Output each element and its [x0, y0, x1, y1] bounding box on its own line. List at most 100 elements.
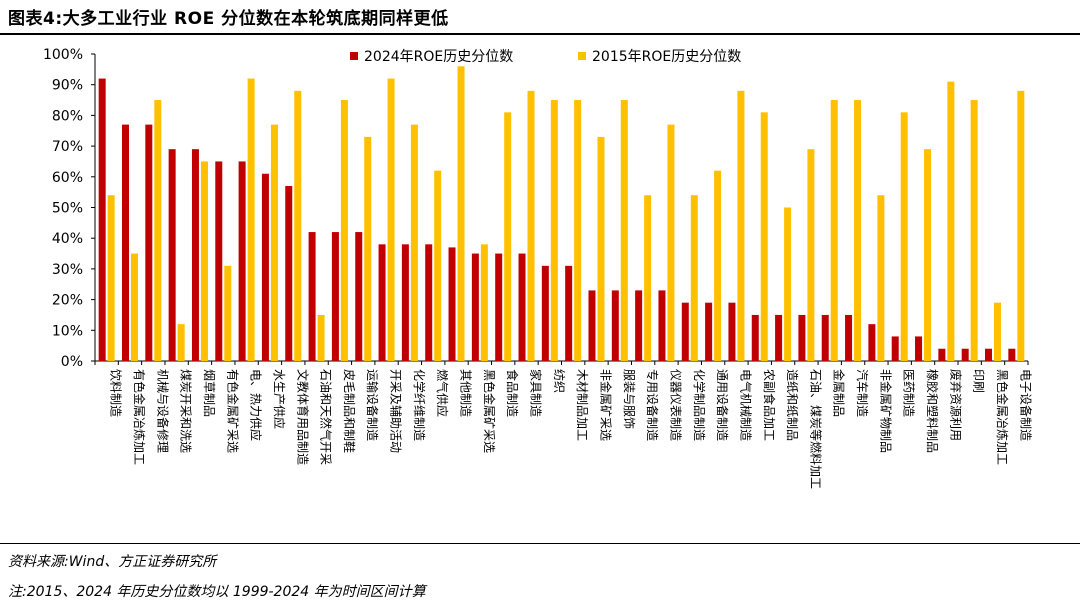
bar-2024 [98, 78, 106, 361]
x-tick-label: 农副食品加工 [762, 369, 777, 441]
x-tick-label: 服装与服饰 [622, 369, 636, 429]
bar-2024 [961, 348, 969, 361]
bar-2015 [550, 100, 558, 362]
x-tick-label: 橡胶和塑料制品 [925, 369, 940, 453]
x-tick-label: 燃气供应 [435, 369, 450, 417]
bar-2024 [1008, 348, 1016, 361]
bar-2024 [425, 244, 433, 361]
bar-2024 [985, 348, 993, 361]
x-tick-label: 专用设备制造 [645, 369, 660, 441]
top-rule [0, 33, 1080, 35]
bar-2024 [238, 161, 246, 361]
bar-2015 [807, 149, 815, 361]
figure-title: 图表4:大多工业行业 ROE 分位数在本轮筑底期同样更低 [8, 9, 449, 29]
legend-label-2015: 2015年ROE历史分位数 [592, 49, 741, 65]
x-tick-label: 皮毛制品和制鞋 [342, 369, 357, 453]
bar-2015 [200, 161, 208, 361]
bar-2024 [191, 149, 199, 361]
y-tick-label: 20% [52, 293, 83, 309]
bar-2024 [541, 265, 549, 361]
bar-2024 [378, 244, 386, 361]
y-axis: 0% 10% 20% 30% 40% 50% 60% 70% 80% 90% 100% [43, 47, 1029, 370]
bar-2015 [294, 90, 302, 361]
x-tick-label: 电子设备制造 [1018, 369, 1032, 441]
x-tick-label: 石油和天然气开采 [319, 369, 334, 465]
x-tick-label: 木材制品加工 [575, 369, 589, 441]
bar-2015 [597, 136, 605, 361]
footnote: 注:2015、2024 年历史分位数均以 1999-2024 年为时间区间计算 [8, 584, 426, 600]
legend-label-2024: 2024年ROE历史分位数 [364, 49, 513, 65]
bar-2024 [845, 314, 853, 361]
bar-2015 [270, 124, 278, 361]
bar-2015 [340, 100, 348, 362]
bar-2015 [480, 244, 488, 361]
x-tick-label: 有色金属矿采选 [225, 369, 240, 453]
bar-2024 [285, 186, 293, 361]
bar-2015 [830, 100, 838, 362]
legend-swatch-2024 [350, 52, 358, 60]
x-tick-label: 非金属矿采选 [598, 369, 613, 441]
x-tick-label: 有色金属冶炼加工 [132, 369, 147, 465]
y-tick-label: 100% [43, 47, 83, 63]
bottom-rule [0, 543, 1080, 544]
bar-series [98, 66, 1025, 362]
y-tick-label: 80% [52, 108, 83, 124]
bar-2024 [915, 336, 923, 361]
x-tick-label: 电、热力供应 [249, 369, 264, 441]
bar-2024 [868, 324, 876, 361]
bar-2015 [247, 78, 255, 361]
x-tick-label: 化学制品制造 [692, 369, 707, 441]
bar-2015 [784, 207, 792, 361]
bar-2015 [177, 324, 185, 361]
bar-2024 [611, 290, 619, 361]
bar-2024 [308, 232, 316, 361]
x-tick-label: 非金属矿物制品 [878, 369, 893, 453]
x-tick-label: 医药制造 [902, 369, 916, 417]
bar-2015 [620, 100, 628, 362]
x-tick-label: 电气机械制造 [738, 369, 753, 441]
bar-2024 [261, 173, 269, 361]
bar-2015 [854, 100, 862, 362]
bar-2024 [355, 232, 363, 361]
bar-2015 [714, 170, 722, 361]
bar-2024 [121, 124, 129, 361]
bar-2015 [107, 195, 115, 361]
x-tick-label: 纺织 [552, 369, 566, 393]
bar-2024 [215, 161, 223, 361]
source-note: 资料来源:Wind、方正证券研究所 [8, 554, 217, 570]
bar-2024 [518, 253, 526, 361]
x-tick-label: 其他制造 [459, 369, 473, 417]
bar-2015 [667, 124, 675, 361]
x-tick-label: 通用设备制造 [715, 369, 729, 441]
x-tick-label: 黑色金属冶炼加工 [995, 369, 1010, 465]
bar-chart: 0%10%20%30%40%50%60%70%80%90%100% 饮料制造 有色… [43, 47, 1032, 489]
bar-2015 [644, 195, 652, 361]
bar-2015 [457, 66, 465, 361]
x-tick-label: 家具制造 [529, 369, 544, 417]
bar-2024 [658, 290, 666, 361]
bar-2024 [775, 314, 783, 361]
bar-2015 [994, 302, 1002, 361]
bar-2024 [168, 149, 176, 361]
x-tick-label: 机械与设备修理 [155, 369, 170, 453]
x-tick-label: 文教体育用品制造 [295, 369, 310, 465]
x-tick-label: 汽车制造 [855, 369, 870, 417]
x-tick-label: 废弃资源利用 [948, 369, 963, 441]
bar-2024 [565, 265, 573, 361]
y-tick-label: 70% [52, 139, 83, 155]
y-tick-label: 90% [52, 78, 83, 94]
bar-2015 [877, 195, 885, 361]
y-tick-label: 10% [52, 323, 83, 339]
bar-2024 [588, 290, 596, 361]
bar-2024 [821, 314, 829, 361]
bar-2024 [728, 302, 736, 361]
x-tick-label: 金属制品 [832, 369, 847, 417]
y-tick-label: 50% [52, 201, 83, 217]
bar-2024 [891, 336, 899, 361]
bar-2015 [154, 100, 162, 362]
x-tick-label: 开采及辅助活动 [389, 369, 403, 453]
y-tick-label: 40% [52, 231, 83, 247]
x-tick-label: 水生产供应 [272, 369, 287, 429]
x-tick-label: 印刷 [972, 369, 986, 393]
bar-2015 [527, 90, 535, 361]
